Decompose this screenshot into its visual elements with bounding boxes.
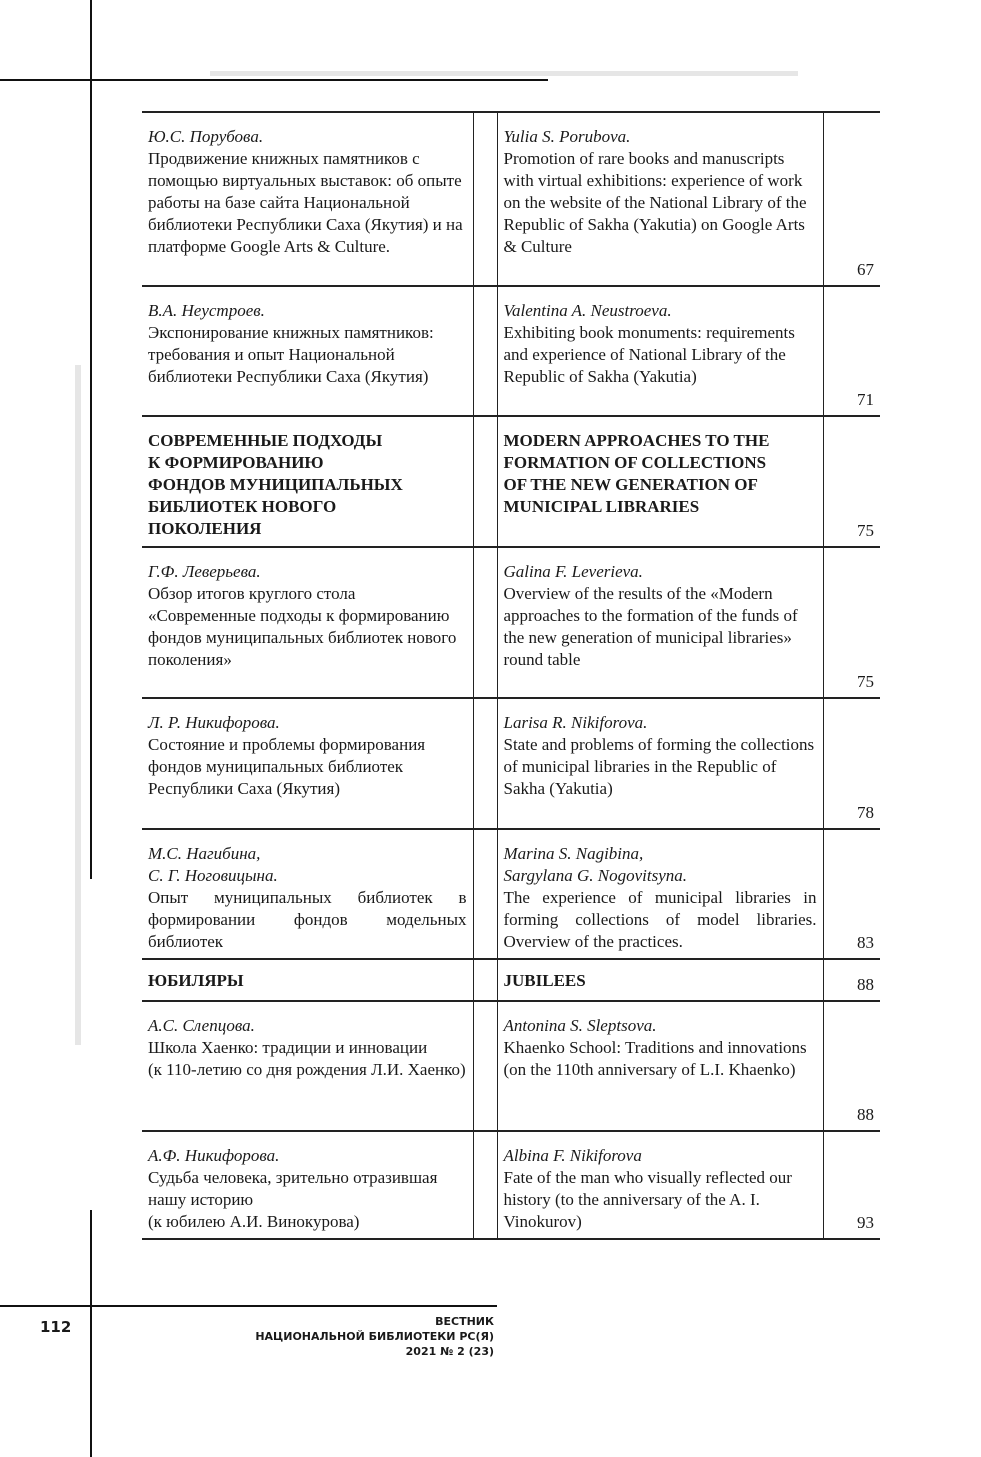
author: В.А. Неустроев. <box>148 301 265 320</box>
page-ref: 93 <box>823 1130 880 1240</box>
spacer-cell <box>473 546 498 699</box>
en-cell: Valentina A. Neustroeva. Exhibiting book … <box>497 285 824 417</box>
page-ref: 75 <box>823 415 880 548</box>
en-cell: Marina S. Nagibina, Sargylana G. Nogovit… <box>497 828 824 960</box>
author: А.С. Слепцова. <box>148 1016 255 1035</box>
author: Yulia S. Porubova. <box>503 127 631 146</box>
article-title: The experience of municipal libraries in… <box>503 888 817 951</box>
section-title: ЮБИЛЯРЫ <box>148 971 244 990</box>
table-row: А.С. Слепцова. Школа Хаенко: традиции и и… <box>142 1000 880 1132</box>
en-cell: Yulia S. Porubova. Promotion of rare book… <box>497 111 824 287</box>
margin-rule-bottom <box>90 1210 92 1457</box>
author: А.Ф. Никифорова. <box>148 1146 280 1165</box>
ru-cell: Л. Р. Никифорова. Состояние и проблемы фо… <box>142 697 474 830</box>
journal-line: 2021 № 2 (23) <box>405 1345 494 1358</box>
journal-line: НАЦИОНАЛЬНОЙ БИБЛИОТЕКИ РС(Я) <box>255 1330 494 1343</box>
header-rule <box>0 79 548 81</box>
author: Valentina A. Neustroeva. <box>503 301 672 320</box>
table-row: Г.Ф. Леверьева. Обзор итогов круглого сто… <box>142 546 880 699</box>
table-row: М.С. Нагибина, С. Г. Ноговицына. Опыт мун… <box>142 828 880 960</box>
author: М.С. Нагибина, С. Г. Ноговицына. <box>148 844 278 885</box>
table-row: А.Ф. Никифорова. Судьба человека, зритель… <box>142 1130 880 1240</box>
table-row: В.А. Неустроев. Экспонирование книжных па… <box>142 285 880 417</box>
section-row: СОВРЕМЕННЫЕ ПОДХОДЫ К ФОРМИРОВАНИЮ ФОНДО… <box>142 415 880 548</box>
ru-cell: Г.Ф. Леверьева. Обзор итогов круглого сто… <box>142 546 474 699</box>
article-title: Состояние и проблемы формирования фондов… <box>148 735 426 798</box>
page-ref: 83 <box>823 828 880 960</box>
spacer-cell <box>473 1130 498 1240</box>
ru-cell: СОВРЕМЕННЫЕ ПОДХОДЫ К ФОРМИРОВАНИЮ ФОНДО… <box>142 415 474 548</box>
article-title: Overview of the results of the «Modern a… <box>503 584 798 669</box>
article-title: Экспонирование книжных памятников: требо… <box>148 323 434 386</box>
article-title: Продвижение книжных памятников с помощью… <box>148 149 463 256</box>
author: Antonina S. Sleptsova. <box>503 1016 657 1035</box>
header-grey-bar <box>210 71 798 76</box>
author: Galina F. Leverieva. <box>503 562 643 581</box>
article-title: Fate of the man who visually reflected o… <box>503 1168 792 1231</box>
en-cell: Galina F. Leverieva. Overview of the resu… <box>497 546 824 699</box>
page-ref: 88 <box>823 958 880 1002</box>
table-row: Л. Р. Никифорова. Состояние и проблемы фо… <box>142 697 880 830</box>
page-ref: 71 <box>823 285 880 417</box>
spacer-cell <box>473 1000 498 1132</box>
author: Ю.С. Порубова. <box>148 127 264 146</box>
article-title: Promotion of rare books and manuscripts … <box>503 149 807 256</box>
footer-rule <box>0 1305 497 1307</box>
spacer-cell <box>473 415 498 548</box>
page-ref: 67 <box>823 111 880 287</box>
spacer-cell <box>473 285 498 417</box>
article-title: Khaenko School: Traditions and innovatio… <box>503 1038 807 1079</box>
en-cell: MODERN APPROACHES TO THE FORMATION OF CO… <box>497 415 824 548</box>
contents-table: Ю.С. Порубова. Продвижение книжных памятн… <box>142 111 880 1240</box>
ru-cell: В.А. Неустроев. Экспонирование книжных па… <box>142 285 474 417</box>
spacer-cell <box>473 697 498 830</box>
journal-title: ВЕСТНИК НАЦИОНАЛЬНОЙ БИБЛИОТЕКИ РС(Я) 20… <box>255 1314 494 1359</box>
ru-cell: ЮБИЛЯРЫ <box>142 958 474 1002</box>
ru-cell: Ю.С. Порубова. Продвижение книжных памятн… <box>142 111 474 287</box>
page-number: 112 <box>40 1318 72 1336</box>
spacer-cell <box>473 828 498 960</box>
margin-rule-top <box>90 0 92 879</box>
table-row: Ю.С. Порубова. Продвижение книжных памятн… <box>142 111 880 287</box>
side-grey-bar <box>75 365 81 1045</box>
section-title: MODERN APPROACHES TO THE FORMATION OF CO… <box>503 431 770 516</box>
section-title: СОВРЕМЕННЫЕ ПОДХОДЫ К ФОРМИРОВАНИЮ ФОНДО… <box>148 431 403 538</box>
en-cell: JUBILEES <box>497 958 824 1002</box>
article-title: Обзор итогов круглого стола «Современные… <box>148 584 457 669</box>
en-cell: Larisa R. Nikiforova. State and problems … <box>497 697 824 830</box>
en-cell: Albina F. Nikiforova Fate of the man who … <box>497 1130 824 1240</box>
page-ref: 75 <box>823 546 880 699</box>
author: Marina S. Nagibina, Sargylana G. Nogovit… <box>503 844 688 885</box>
author: Larisa R. Nikiforova. <box>503 713 648 732</box>
section-title: JUBILEES <box>503 971 586 990</box>
ru-cell: М.С. Нагибина, С. Г. Ноговицына. Опыт мун… <box>142 828 474 960</box>
ru-cell: А.С. Слепцова. Школа Хаенко: традиции и и… <box>142 1000 474 1132</box>
author: Г.Ф. Леверьева. <box>148 562 261 581</box>
article-title: Школа Хаенко: традиции и инновации (к 11… <box>148 1038 466 1079</box>
article-title: Exhibiting book monuments: requirements … <box>503 323 795 386</box>
article-title: Опыт муниципальных библиотек в формирова… <box>148 888 467 951</box>
spacer-cell <box>473 111 498 287</box>
journal-line: ВЕСТНИК <box>435 1315 494 1328</box>
section-row: ЮБИЛЯРЫ JUBILEES 88 <box>142 958 880 1002</box>
ru-cell: А.Ф. Никифорова. Судьба человека, зритель… <box>142 1130 474 1240</box>
article-title: State and problems of forming the collec… <box>503 735 815 798</box>
page-ref: 88 <box>823 1000 880 1132</box>
author: Л. Р. Никифорова. <box>148 713 280 732</box>
page-ref: 78 <box>823 697 880 830</box>
article-title: Судьба человека, зрительно отразившая на… <box>148 1168 438 1231</box>
spacer-cell <box>473 958 498 1002</box>
author: Albina F. Nikiforova <box>503 1146 642 1165</box>
en-cell: Antonina S. Sleptsova. Khaenko School: Tr… <box>497 1000 824 1132</box>
